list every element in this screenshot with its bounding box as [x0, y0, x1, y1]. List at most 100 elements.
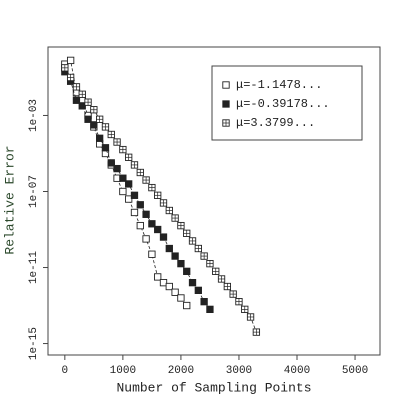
marker [165, 244, 173, 253]
marker [148, 183, 156, 192]
marker-square [107, 159, 115, 167]
x-tick-label: 2000 [168, 365, 194, 377]
marker [154, 273, 162, 281]
marker-square [72, 96, 81, 104]
marker [113, 138, 121, 146]
marker [136, 221, 144, 230]
legend-label: μ=-1.1478... [236, 78, 322, 92]
marker [235, 298, 243, 306]
marker [222, 100, 230, 108]
marker-square [142, 235, 150, 243]
marker [177, 294, 185, 302]
marker-square [154, 225, 162, 234]
y-tick-label: 1e-11 [28, 251, 40, 284]
marker-square [177, 294, 185, 302]
marker [188, 279, 197, 287]
marker [154, 191, 162, 199]
marker-square [125, 195, 133, 203]
x-tick-label: 1000 [110, 365, 136, 377]
marker-square [119, 174, 127, 182]
marker-square [96, 134, 104, 142]
marker-square [84, 115, 92, 123]
marker-square [66, 56, 75, 65]
marker [72, 83, 81, 91]
marker [90, 106, 98, 114]
marker [194, 286, 202, 294]
marker [72, 96, 81, 104]
marker [229, 290, 237, 298]
marker-square [101, 144, 110, 152]
marker [252, 328, 261, 336]
legend-box [211, 65, 363, 141]
marker [222, 119, 230, 127]
plot-frame [47, 46, 381, 356]
y-tick-label: 1e-15 [28, 327, 40, 360]
marker [148, 250, 156, 258]
y-axis-title: Relative Error [2, 145, 17, 254]
x-tick-label: 0 [62, 365, 69, 377]
marker [125, 153, 133, 161]
marker-square [206, 305, 214, 314]
marker [125, 180, 133, 188]
marker-square [90, 121, 98, 129]
marker [96, 134, 104, 142]
marker-square [142, 210, 150, 218]
marker [125, 195, 133, 203]
legend-label: μ=3.3799... [236, 116, 315, 130]
legend-label: μ=-0.39178... [236, 97, 330, 111]
x-axis-title: Number of Sampling Points [116, 380, 311, 395]
marker-square [148, 220, 156, 228]
marker [159, 279, 168, 287]
marker-square [188, 279, 197, 287]
marker [84, 98, 92, 106]
marker [177, 259, 185, 268]
marker [148, 220, 156, 228]
marker [217, 275, 226, 283]
marker [159, 199, 168, 207]
marker [66, 56, 75, 65]
marker-square [113, 164, 121, 173]
marker-square [171, 288, 179, 296]
marker [119, 174, 127, 182]
marker [206, 259, 214, 268]
x-tick-label: 5000 [342, 365, 368, 377]
marker [136, 201, 144, 209]
marker [171, 252, 179, 260]
marker [78, 90, 86, 98]
y-tick-label: 1e-07 [28, 175, 40, 208]
marker-square [194, 286, 202, 294]
marker-square [177, 259, 185, 268]
marker [142, 210, 150, 218]
marker [130, 161, 139, 169]
marker [101, 123, 110, 131]
x-tick-label: 3000 [226, 365, 252, 377]
marker-square [165, 244, 173, 253]
marker [183, 267, 191, 275]
marker [78, 102, 86, 110]
marker-square [222, 81, 230, 89]
marker [222, 81, 230, 89]
marker-square [171, 252, 179, 260]
marker-square [148, 250, 156, 258]
marker [61, 64, 69, 72]
marker [119, 187, 127, 196]
marker [200, 252, 208, 260]
marker-square [183, 301, 191, 310]
marker-square [130, 191, 139, 199]
marker [188, 237, 197, 245]
marker [107, 130, 115, 139]
marker-square [222, 100, 230, 108]
marker [159, 233, 168, 241]
marker-square [165, 282, 173, 291]
marker-square [136, 221, 144, 230]
marker [223, 282, 231, 291]
x-tick-label: 4000 [284, 365, 310, 377]
marker [130, 191, 139, 199]
marker [194, 244, 202, 253]
marker [136, 168, 144, 177]
marker [154, 225, 162, 234]
marker [165, 206, 173, 215]
marker-square [125, 180, 133, 188]
marker [200, 298, 208, 306]
